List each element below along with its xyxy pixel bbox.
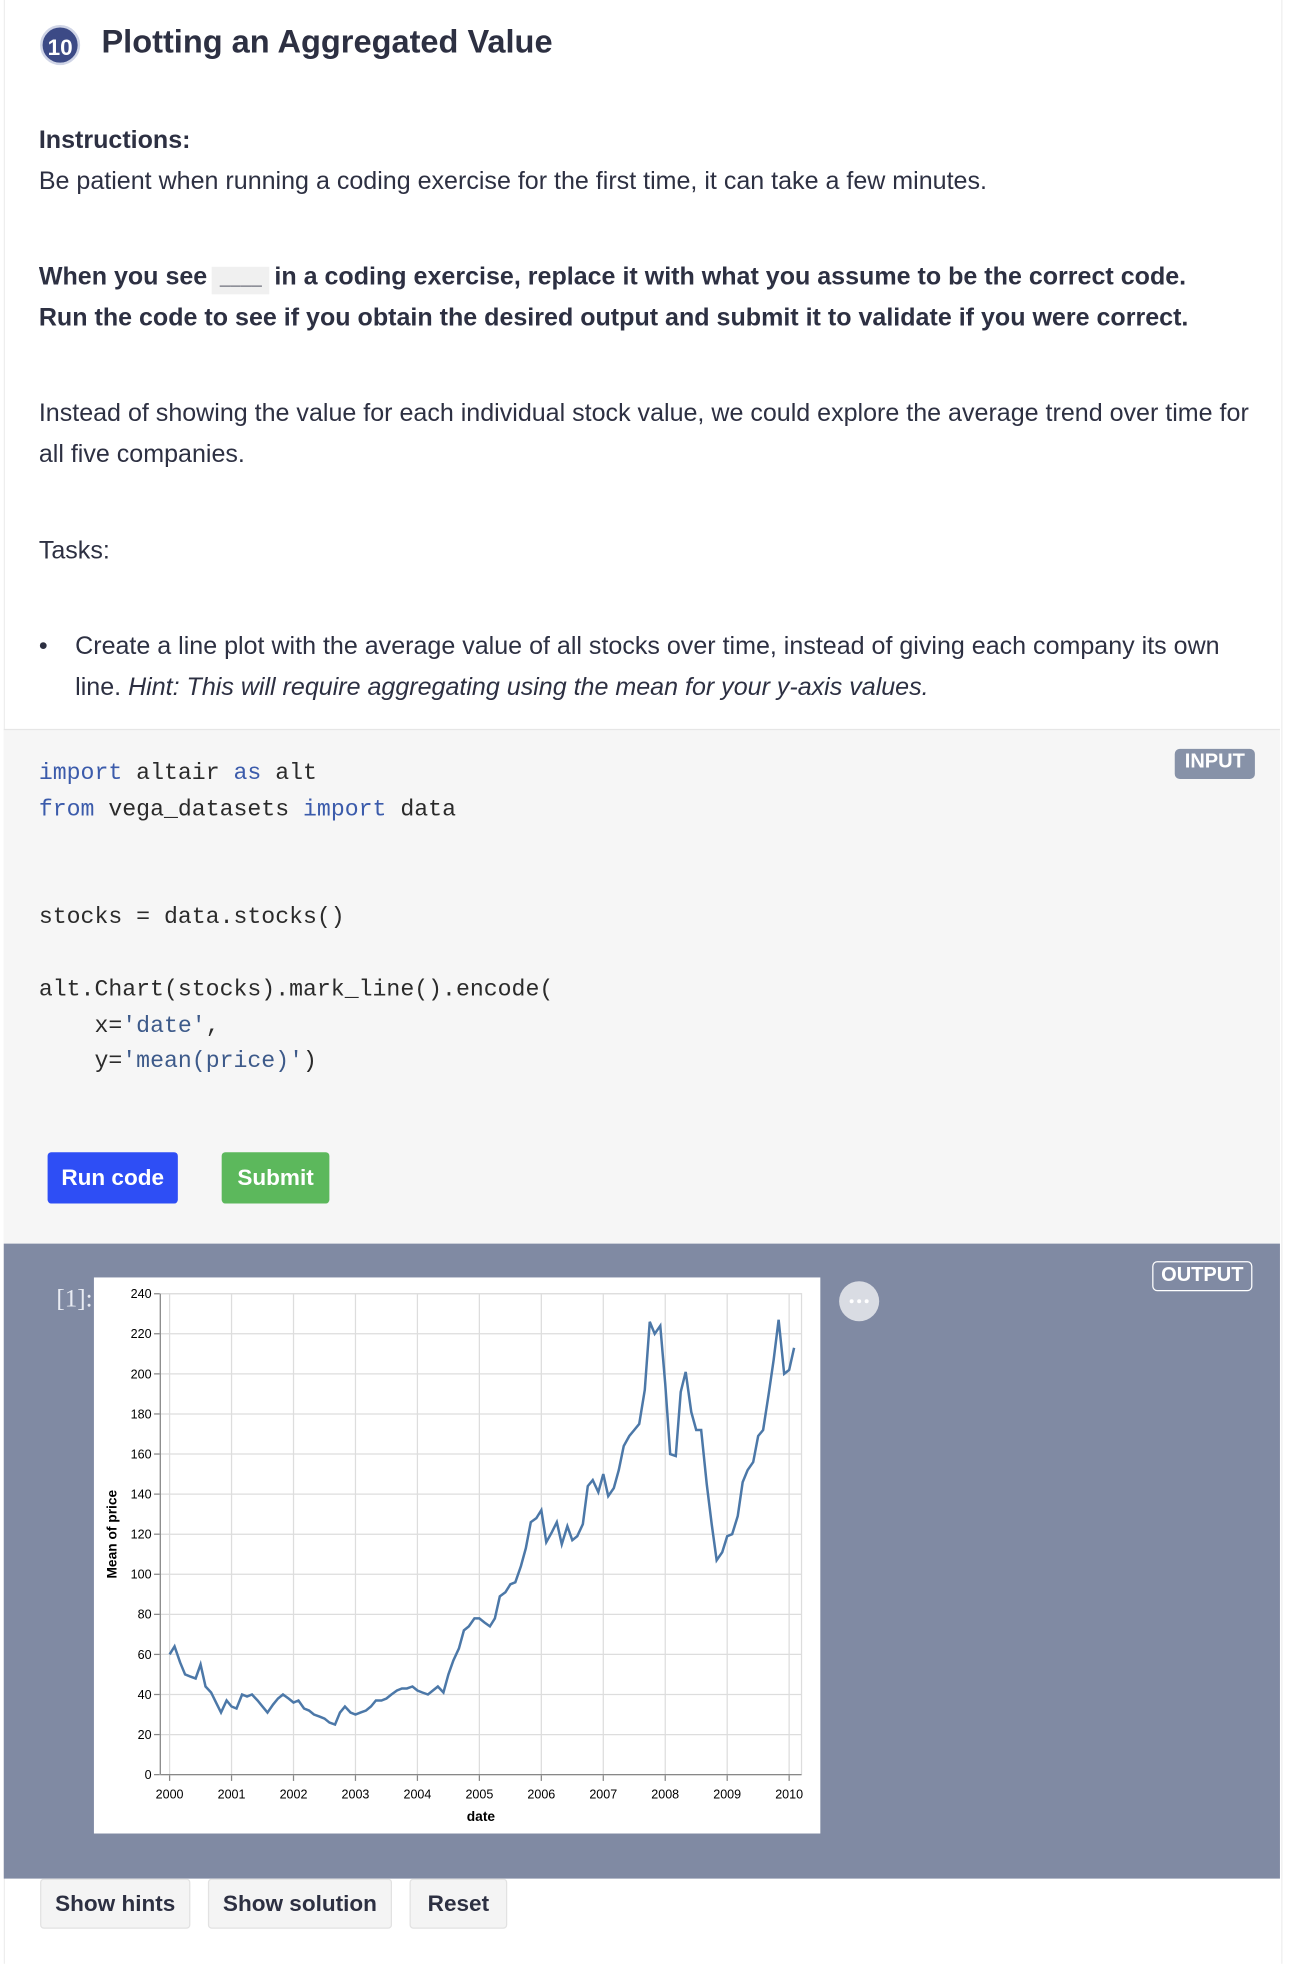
- blank-rule: When you see ____ in a coding exercise, re…: [39, 257, 1241, 340]
- reset-button[interactable]: Reset: [409, 1878, 508, 1929]
- tasks-label: Tasks:: [38, 537, 110, 565]
- code-line: y='mean(price)'): [39, 1045, 553, 1081]
- task-text: Create a line plot with the average valu…: [75, 626, 1266, 709]
- x-tick-label: 2009: [713, 1787, 741, 1801]
- x-tick-label: 2004: [403, 1787, 431, 1801]
- x-tick-label: 2005: [465, 1787, 493, 1801]
- chart: 0 20 40 60 80 100 120 140 160 180 200 220 240 2000 200…: [93, 1277, 821, 1834]
- task-item: • Create a line plot with the average va…: [39, 626, 1266, 709]
- x-axis-title: date: [467, 1809, 496, 1824]
- x-tick-label: 2008: [651, 1787, 679, 1801]
- code-token: as: [233, 760, 262, 787]
- y-tick-label: 220: [131, 1327, 152, 1341]
- solution-button[interactable]: Show solution: [207, 1878, 393, 1929]
- code-token: 'date': [122, 1012, 206, 1039]
- y-tick-label: 180: [131, 1407, 152, 1421]
- text: in a coding exercise, replace it with wh…: [38, 263, 1189, 332]
- code-cell: [3, 728, 1280, 1245]
- code-line: stocks = data.stocks(): [39, 901, 553, 937]
- y-tick-label: 40: [138, 1688, 152, 1702]
- dot: [857, 1299, 862, 1304]
- code-line: from vega_datasets import data: [39, 793, 553, 829]
- exercise-number: 10: [40, 25, 81, 66]
- code-line: alt.Chart(stocks).mark_line().encode(: [39, 973, 553, 1009]
- x-tick-label: 2010: [775, 1787, 803, 1801]
- code-token: alt: [261, 760, 317, 787]
- y-tick-label: 80: [138, 1608, 152, 1622]
- dot: [864, 1299, 869, 1304]
- run-button[interactable]: Run code: [47, 1152, 178, 1204]
- hint: Hint: This will require aggregating usin…: [128, 673, 929, 702]
- code-token: x=: [38, 1012, 123, 1039]
- y-tick-label: 200: [131, 1367, 152, 1381]
- code-token: from: [38, 796, 95, 823]
- y-tick-label: 120: [131, 1528, 152, 1542]
- x-tick-label: 2000: [156, 1787, 184, 1801]
- code-line: [39, 829, 553, 865]
- code-editor[interactable]: import altair as alt from vega_datasets i…: [39, 756, 553, 1081]
- code-line: import altair as alt: [39, 756, 553, 792]
- y-tick-label: 140: [131, 1487, 152, 1501]
- code-line: [39, 865, 553, 901]
- code-token: import: [303, 796, 387, 823]
- submit-button[interactable]: Submit: [221, 1152, 330, 1204]
- data-line: [168, 1319, 796, 1727]
- y-tick-label: 240: [131, 1287, 152, 1301]
- y-tick-label: 100: [131, 1568, 152, 1582]
- code-token: stocks = data.stocks(): [38, 904, 345, 931]
- code-token: ): [303, 1048, 317, 1076]
- chart-menu[interactable]: [838, 1280, 883, 1325]
- code-token: altair: [122, 760, 234, 787]
- instructions-note: Be patient when running a coding exercis…: [38, 167, 987, 196]
- x-tick-label: 2002: [280, 1787, 308, 1801]
- y-tick-label: 0: [145, 1768, 152, 1782]
- code-line: x='date',: [39, 1009, 553, 1045]
- bullet: •: [38, 632, 48, 661]
- output-prompt: [1]:: [56, 1284, 93, 1313]
- output-badge: OUTPUT: [1152, 1261, 1253, 1292]
- exercise-title: Plotting an Aggregated Value: [101, 22, 553, 61]
- code-token: y=: [38, 1048, 123, 1076]
- y-axis-title: Mean of price: [104, 1489, 119, 1578]
- text: Create a line plot with the average valu…: [75, 632, 1220, 702]
- code-line: [39, 937, 553, 973]
- x-tick-label: 2007: [589, 1787, 617, 1801]
- code-token: ,: [205, 1012, 220, 1039]
- intro: Instead of showing the value for each in…: [38, 399, 1249, 469]
- code-token: alt.Chart(stocks).mark_line().encode(: [38, 976, 554, 1003]
- inline-code: ____: [212, 266, 270, 295]
- code-token: 'mean(price)': [122, 1048, 304, 1076]
- code-token: import: [38, 760, 123, 787]
- x-tick-label: 2006: [527, 1787, 555, 1801]
- code-token: vega_datasets: [94, 796, 304, 823]
- code-token: data: [386, 796, 456, 823]
- y-tick-label: 60: [138, 1648, 152, 1662]
- y-tick-label: 20: [138, 1728, 152, 1742]
- x-tick-label: 2001: [218, 1787, 246, 1801]
- x-tick-label: 2003: [342, 1787, 370, 1801]
- text: When you see: [38, 263, 208, 291]
- y-tick-label: 160: [131, 1447, 152, 1461]
- instructions-label: Instructions:: [38, 126, 191, 155]
- dot: [849, 1299, 854, 1304]
- input-badge: INPUT: [1174, 748, 1255, 779]
- hints-button[interactable]: Show hints: [40, 1878, 191, 1929]
